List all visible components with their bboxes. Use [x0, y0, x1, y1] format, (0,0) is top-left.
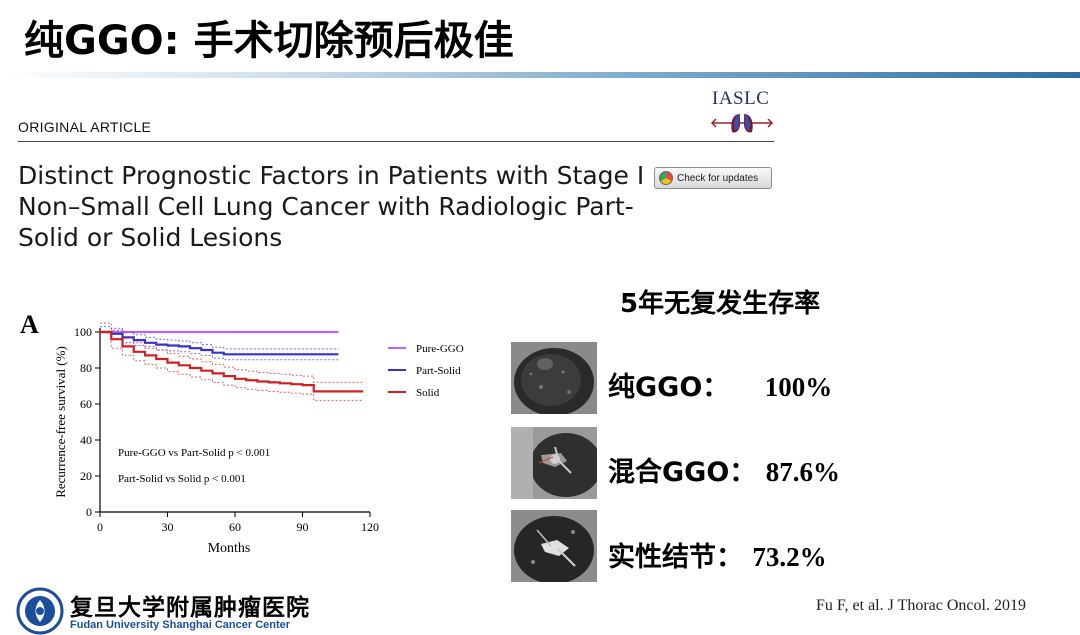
rate-row-part-solid: 混合GGO： 87.6%	[608, 450, 840, 489]
recurrence-free-survival-chart: A 0 20 40 60 80 100 0 30 60 90 120 Months Recurrence-…	[20, 310, 464, 556]
rate-label: 混合GGO：	[608, 457, 757, 488]
ci-lower-solid	[100, 331, 364, 401]
institution-name-cn: 复旦大学附属肿瘤医院	[70, 594, 310, 621]
x-tick-label: 120	[361, 520, 379, 534]
check-for-updates-button[interactable]: Check for updates	[654, 167, 772, 189]
y-tick-label: 20	[80, 469, 92, 483]
chart-annotation: Part-Solid vs Solid p < 0.001	[118, 473, 246, 485]
crossmark-icon	[659, 171, 673, 185]
slide-title: 纯GGO: 手术切除预后极佳	[24, 18, 514, 64]
institution-name-en: Fudan University Shanghai Cancer Center	[70, 619, 291, 631]
check-for-updates-label: Check for updates	[677, 172, 759, 184]
y-tick-label: 40	[80, 433, 92, 447]
article-header-rule	[18, 141, 774, 142]
x-axis-title: Months	[208, 541, 251, 556]
x-tick-label: 90	[297, 520, 309, 534]
rate-row-pure-ggo: 纯GGO： 100%	[608, 365, 832, 404]
x-tick-label: 0	[97, 520, 103, 534]
survival-rate-heading: 5年无复发生存率	[620, 289, 821, 319]
rate-row-solid: 实性结节： 73.2%	[608, 535, 827, 574]
fudan-cancer-center-logo-icon	[16, 587, 64, 635]
article-title: Distinct Prognostic Factors in Patients …	[18, 161, 645, 252]
title-divider-bar	[0, 72, 1080, 78]
legend-label-pure-ggo: Pure-GGO	[416, 343, 464, 355]
ci-upper-solid	[100, 322, 364, 383]
legend-label-solid: Solid	[416, 387, 440, 399]
article-section-label: ORIGINAL ARTICLE	[18, 119, 152, 135]
iaslc-logo-text: IASLC	[712, 88, 770, 109]
x-tick-label: 30	[162, 520, 174, 534]
rate-value: 87.6%	[765, 457, 840, 487]
rate-value: 100%	[764, 372, 833, 402]
citation: Fu F, et al. J Thorac Oncol. 2019	[816, 597, 1026, 614]
x-tick-label: 60	[229, 520, 241, 534]
rate-value: 73.2%	[752, 542, 827, 572]
chart-annotation: Pure-GGO vs Part-Solid p < 0.001	[118, 447, 270, 459]
y-axis-title: Recurrence-free survival (%)	[53, 346, 68, 498]
series-line-solid	[100, 330, 364, 393]
y-tick-label: 0	[86, 505, 92, 519]
y-tick-label: 60	[80, 397, 92, 411]
ci-upper-part-solid	[100, 326, 339, 350]
y-tick-label: 100	[74, 325, 92, 339]
ct-image-part-solid	[511, 427, 597, 499]
ct-image-solid	[511, 510, 597, 582]
iaslc-lungs-icon	[710, 114, 774, 133]
chart-panel-label: A	[20, 310, 39, 339]
legend-label-part-solid: Part-Solid	[416, 365, 461, 377]
rate-label: 实性结节：	[608, 542, 743, 573]
rate-label: 纯GGO：	[608, 372, 730, 403]
ct-image-pure-ggo	[511, 342, 597, 414]
ci-lower-part-solid	[100, 331, 339, 361]
y-tick-label: 80	[80, 361, 92, 375]
